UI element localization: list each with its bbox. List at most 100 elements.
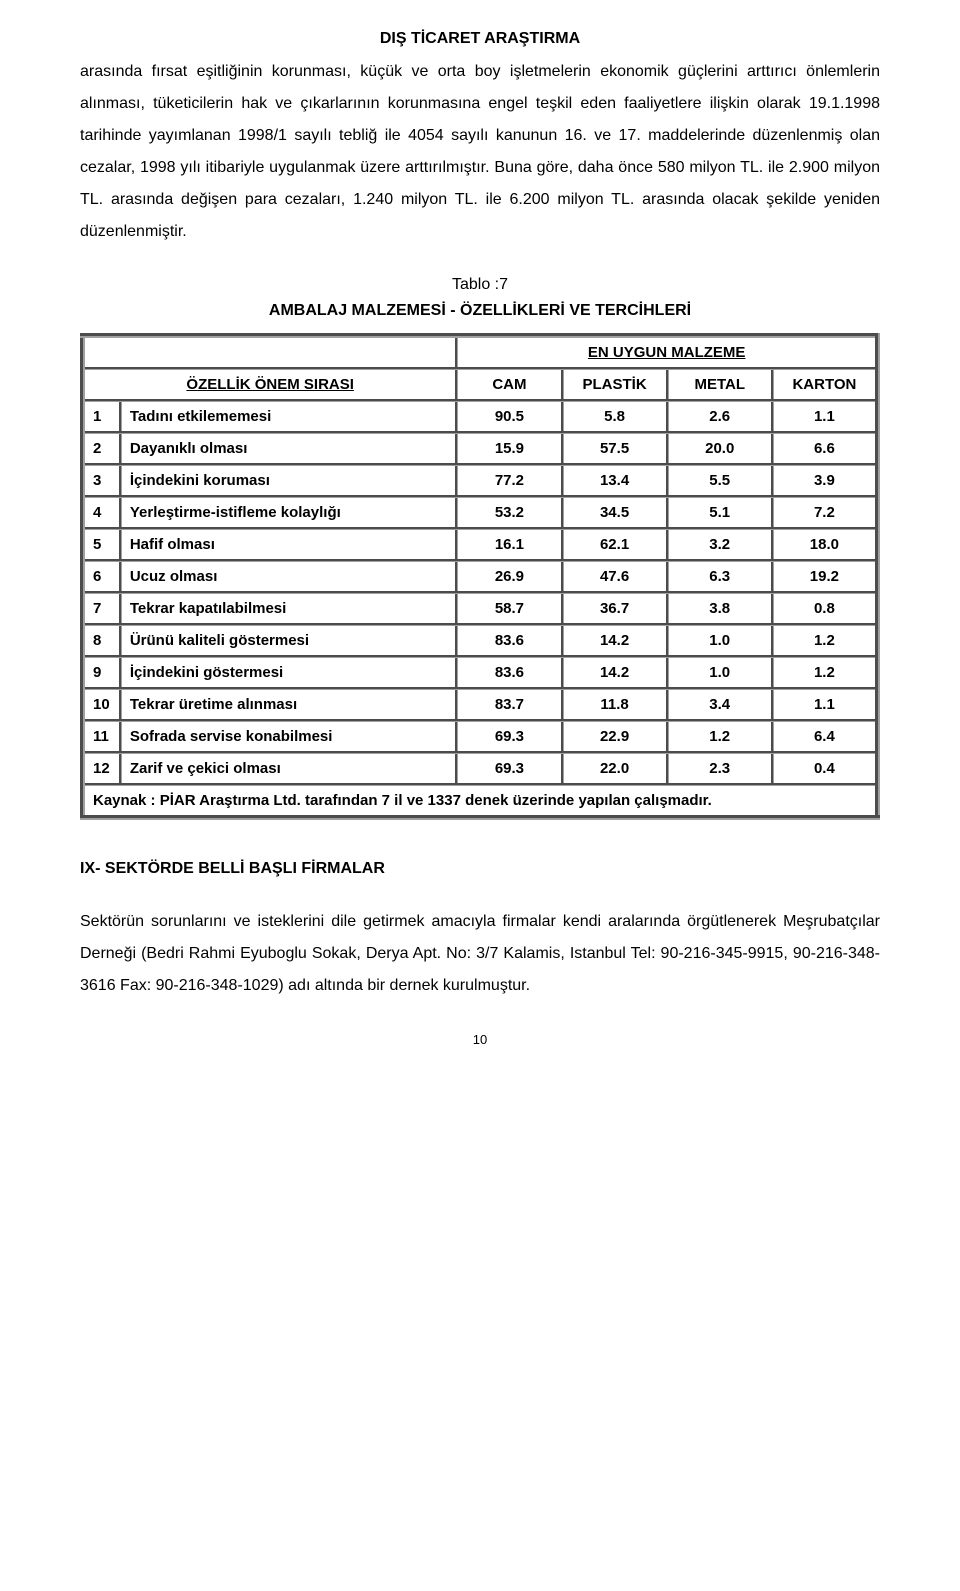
row-num: 9 — [83, 657, 121, 689]
cell: 83.6 — [457, 657, 562, 689]
cell: 15.9 — [457, 433, 562, 465]
row-header-label: ÖZELLİK ÖNEM SIRASI — [83, 369, 457, 401]
column-group-header: EN UYGUN MALZEME — [457, 336, 878, 369]
cell: 36.7 — [562, 593, 667, 625]
cell: 3.9 — [772, 465, 877, 497]
cell: 26.9 — [457, 561, 562, 593]
cell: 19.2 — [772, 561, 877, 593]
cell: 1.1 — [772, 689, 877, 721]
cell: 14.2 — [562, 657, 667, 689]
row-label: Zarif ve çekici olması — [120, 753, 457, 785]
cell: 18.0 — [772, 529, 877, 561]
cell: 62.1 — [562, 529, 667, 561]
row-num: 11 — [83, 721, 121, 753]
cell: 34.5 — [562, 497, 667, 529]
table-number: Tablo :7 — [80, 272, 880, 298]
row-num: 8 — [83, 625, 121, 657]
table-source-row: Kaynak : PİAR Araştırma Ltd. tarafından … — [83, 785, 878, 818]
cell: 3.4 — [667, 689, 772, 721]
cell: 1.1 — [772, 401, 877, 433]
row-label: Yerleştirme-istifleme kolaylığı — [120, 497, 457, 529]
cell: 6.6 — [772, 433, 877, 465]
cell: 6.3 — [667, 561, 772, 593]
table-row: 9İçindekini göstermesi83.614.21.01.2 — [83, 657, 878, 689]
cell: 1.2 — [772, 657, 877, 689]
row-num: 10 — [83, 689, 121, 721]
cell: 3.8 — [667, 593, 772, 625]
table-title: AMBALAJ MALZEMESİ - ÖZELLİKLERİ VE TERCİ… — [80, 298, 880, 324]
cell: 14.2 — [562, 625, 667, 657]
row-label: Tekrar üretime alınması — [120, 689, 457, 721]
cell: 6.4 — [772, 721, 877, 753]
row-label: Ürünü kaliteli göstermesi — [120, 625, 457, 657]
table-caption: Tablo :7 AMBALAJ MALZEMESİ - ÖZELLİKLERİ… — [80, 272, 880, 323]
packaging-table: EN UYGUN MALZEME ÖZELLİK ÖNEM SIRASI CAM… — [80, 333, 880, 820]
paragraph-2: Sektörün sorunlarını ve isteklerini dile… — [80, 906, 880, 1002]
cell: 58.7 — [457, 593, 562, 625]
table-row: 2Dayanıklı olması15.957.520.06.6 — [83, 433, 878, 465]
row-label: Dayanıklı olması — [120, 433, 457, 465]
page-header-title: DIŞ TİCARET ARAŞTIRMA — [80, 30, 880, 48]
row-num: 7 — [83, 593, 121, 625]
table-row: 12Zarif ve çekici olması69.322.02.30.4 — [83, 753, 878, 785]
row-label: Ucuz olması — [120, 561, 457, 593]
table-row: EN UYGUN MALZEME — [83, 336, 878, 369]
cell: 5.1 — [667, 497, 772, 529]
cell: 20.0 — [667, 433, 772, 465]
section-heading: IX- SEKTÖRDE BELLİ BAŞLI FİRMALAR — [80, 860, 880, 878]
cell: 0.8 — [772, 593, 877, 625]
row-num: 3 — [83, 465, 121, 497]
paragraph-1: arasında fırsat eşitliğinin korunması, k… — [80, 56, 880, 248]
cell: 2.3 — [667, 753, 772, 785]
row-num: 5 — [83, 529, 121, 561]
cell: 16.1 — [457, 529, 562, 561]
cell: 1.0 — [667, 625, 772, 657]
cell: 5.8 — [562, 401, 667, 433]
table-row: 5Hafif olması16.162.13.218.0 — [83, 529, 878, 561]
cell: 3.2 — [667, 529, 772, 561]
table-row: 3İçindekini koruması77.213.45.53.9 — [83, 465, 878, 497]
cell: 53.2 — [457, 497, 562, 529]
cell: 22.0 — [562, 753, 667, 785]
table-row: 10Tekrar üretime alınması83.711.83.41.1 — [83, 689, 878, 721]
row-num: 6 — [83, 561, 121, 593]
table-row: 1Tadını etkilememesi90.55.82.61.1 — [83, 401, 878, 433]
table-row: ÖZELLİK ÖNEM SIRASI CAM PLASTİK METAL KA… — [83, 369, 878, 401]
cell: 0.4 — [772, 753, 877, 785]
column-header: CAM — [457, 369, 562, 401]
row-label: İçindekini koruması — [120, 465, 457, 497]
table-row: 4Yerleştirme-istifleme kolaylığı53.234.5… — [83, 497, 878, 529]
cell: 1.2 — [772, 625, 877, 657]
cell: 69.3 — [457, 753, 562, 785]
empty-cell — [83, 336, 457, 369]
cell: 5.5 — [667, 465, 772, 497]
table-row: 6Ucuz olması26.947.66.319.2 — [83, 561, 878, 593]
cell: 47.6 — [562, 561, 667, 593]
table-row: 8Ürünü kaliteli göstermesi83.614.21.01.2 — [83, 625, 878, 657]
column-header: METAL — [667, 369, 772, 401]
row-label: Tadını etkilememesi — [120, 401, 457, 433]
cell: 1.2 — [667, 721, 772, 753]
cell: 1.0 — [667, 657, 772, 689]
column-header: KARTON — [772, 369, 877, 401]
table-row: 7Tekrar kapatılabilmesi58.736.73.80.8 — [83, 593, 878, 625]
cell: 7.2 — [772, 497, 877, 529]
row-label: Sofrada servise konabilmesi — [120, 721, 457, 753]
row-label: İçindekini göstermesi — [120, 657, 457, 689]
cell: 57.5 — [562, 433, 667, 465]
cell: 69.3 — [457, 721, 562, 753]
page-number: 10 — [80, 1032, 880, 1047]
row-label: Hafif olması — [120, 529, 457, 561]
cell: 13.4 — [562, 465, 667, 497]
cell: 2.6 — [667, 401, 772, 433]
cell: 11.8 — [562, 689, 667, 721]
cell: 77.2 — [457, 465, 562, 497]
table-row: 11Sofrada servise konabilmesi69.322.91.2… — [83, 721, 878, 753]
column-header: PLASTİK — [562, 369, 667, 401]
cell: 83.6 — [457, 625, 562, 657]
cell: 83.7 — [457, 689, 562, 721]
row-label: Tekrar kapatılabilmesi — [120, 593, 457, 625]
row-num: 12 — [83, 753, 121, 785]
row-num: 1 — [83, 401, 121, 433]
cell: 22.9 — [562, 721, 667, 753]
